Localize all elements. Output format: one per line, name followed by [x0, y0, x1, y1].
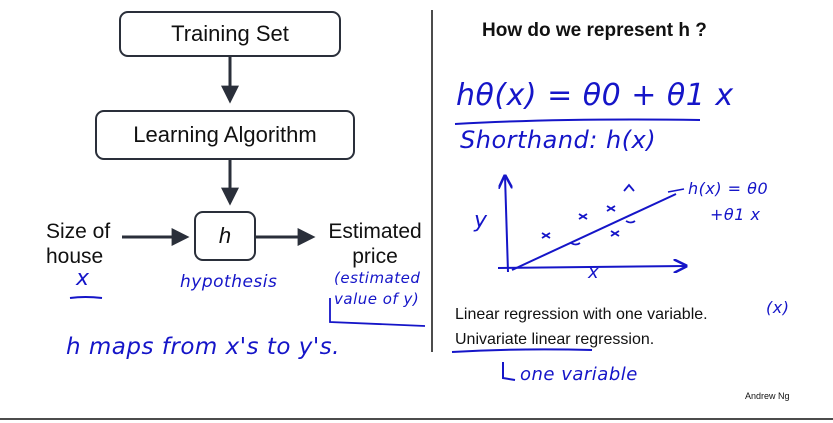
plot-equation-line2: +θ1 x: [710, 205, 761, 224]
learning-algorithm-label: Learning Algorithm: [133, 122, 317, 147]
plot-equation: h(x) = θ0 +θ1 x: [688, 176, 768, 228]
plot-pointer: [667, 188, 685, 193]
hand-bracket-estimated: [329, 298, 426, 327]
plot-point: [610, 230, 620, 237]
hand-equation: hθ(x) = θ0 + θ1 x: [456, 78, 734, 113]
hypothesis-box-label: h: [218, 223, 232, 248]
plot-regression-line: [511, 193, 677, 271]
hand-note-maps: h maps from x's to y's.: [66, 334, 340, 360]
plot-equation-line1: h(x) = θ0: [688, 179, 769, 198]
hand-one-variable: one variable: [520, 364, 638, 385]
hand-paren-x: (x): [766, 298, 790, 317]
plot-point: [625, 220, 636, 224]
plot-point: [606, 205, 616, 212]
hand-note-estimated: (estimated value of y): [334, 268, 420, 310]
input-label-line1: Size of: [46, 220, 111, 243]
text-univariate: Univariate linear regression.: [455, 331, 655, 348]
hypothesis-box: h: [194, 211, 256, 261]
slide-title: How do we represent h ?: [482, 20, 707, 41]
output-label-line2: price: [352, 245, 398, 268]
hand-note-hypothesis: hypothesis: [180, 272, 278, 292]
hand-note-estimated-line1: (estimated: [334, 269, 421, 287]
plot-point: [570, 242, 581, 246]
plot-y-axis: [505, 176, 508, 273]
text-linear-regression: Linear regression with one variable.: [455, 306, 708, 323]
output-label-line1: Estimated: [328, 220, 422, 243]
plot-point: [623, 183, 635, 192]
plot-ylabel: y: [474, 208, 488, 233]
training-set-label: Training Set: [171, 21, 289, 46]
plot-point: [578, 213, 588, 220]
hand-note-x: x: [76, 266, 90, 291]
input-label: Size of house: [46, 219, 110, 269]
plot-x-axis: [497, 266, 686, 268]
hand-note-estimated-line2: value of y): [334, 290, 420, 308]
author-credit: Andrew Ng: [745, 391, 790, 401]
hand-plot: [498, 176, 686, 272]
plot-xlabel: x: [588, 262, 600, 283]
learning-algorithm-box: Learning Algorithm: [95, 110, 355, 160]
hand-underline-x: [69, 296, 103, 299]
plot-point: [541, 232, 551, 239]
training-set-box: Training Set: [119, 11, 341, 57]
plot-points: [541, 183, 636, 246]
input-label-line2: house: [46, 245, 104, 268]
hand-shorthand: Shorthand: h(x): [460, 126, 657, 154]
hand-underline-univariate: [451, 348, 593, 353]
output-label: Estimated price: [320, 219, 430, 269]
hand-hook-one-variable: [502, 362, 516, 381]
hand-underline-equation: [454, 118, 701, 125]
